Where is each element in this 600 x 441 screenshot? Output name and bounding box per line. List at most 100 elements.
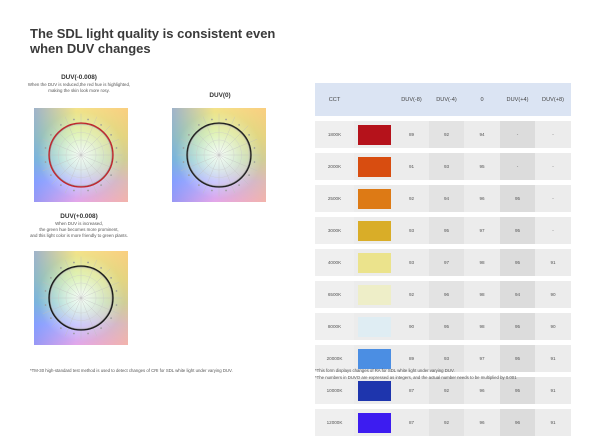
reference-circle <box>65 282 97 314</box>
ra-table: CCT DUV(-8) DUV(-4) 0 DUV(+4) DUV(+8) 18… <box>315 83 571 441</box>
reference-circle <box>50 267 112 329</box>
hue-bin-marker <box>188 134 190 136</box>
ra-value-cell: 93 <box>429 153 464 180</box>
ra-value-cell: 96 <box>464 185 500 212</box>
hue-spoke <box>180 154 220 171</box>
hue-bin-marker <box>248 174 250 176</box>
swatch-cell <box>354 121 394 148</box>
hue-spoke <box>80 139 120 156</box>
reference-circle <box>188 124 250 186</box>
table-row: 8000K 90 95 98 95 90 <box>315 313 571 340</box>
footnote-right-1: *This form displays changes of RA for SD… <box>315 368 455 373</box>
hue-bin-marker <box>44 161 47 163</box>
color-vector-chart-duv-neg <box>34 108 128 202</box>
ra-value-cell: 87 <box>394 409 429 436</box>
caption-line: When the DUV is reduced,the red hue is h… <box>27 82 131 87</box>
reference-circle <box>196 132 242 178</box>
cct-cell: 1800K <box>315 121 354 148</box>
swatch-cell <box>354 217 394 244</box>
hue-spoke <box>80 297 120 314</box>
hue-bin-marker <box>100 327 102 329</box>
color-swatch <box>357 412 391 433</box>
hue-bin-marker <box>211 189 213 192</box>
ra-value-cell: 98 <box>464 281 500 308</box>
ra-value-cell: 91 <box>535 249 571 276</box>
hue-bin-marker <box>248 134 250 136</box>
ra-value-cell: 96 <box>464 377 500 404</box>
hue-spoke <box>51 268 82 299</box>
header-duv-minus4: DUV(-4) <box>429 83 464 116</box>
hue-bin-marker <box>50 317 52 319</box>
header-duv-plus4: DUV(+4) <box>500 83 535 116</box>
hue-bin-marker <box>60 327 62 329</box>
color-swatch <box>357 252 391 273</box>
hue-bin-marker <box>188 174 190 176</box>
hue-bin-marker <box>211 118 213 121</box>
ra-value-cell: 92 <box>394 281 429 308</box>
hue-bin-marker <box>225 189 227 192</box>
hue-bin-marker <box>73 332 75 335</box>
cct-cell: 6500K <box>315 281 354 308</box>
ra-value-cell: - <box>500 153 535 180</box>
hue-bin-marker <box>44 147 47 149</box>
ra-data-table: CCT DUV(-8) DUV(-4) 0 DUV(+4) DUV(+8) 18… <box>315 78 571 441</box>
ra-value-cell: 95 <box>500 249 535 276</box>
hue-bin-marker <box>87 118 89 121</box>
ra-value-cell: 90 <box>535 281 571 308</box>
ra-value-cell: 91 <box>535 377 571 404</box>
hue-bin-marker <box>110 134 112 136</box>
hue-spoke <box>218 154 235 194</box>
color-vector-graphic <box>177 113 261 197</box>
ra-value-cell: 96 <box>500 409 535 436</box>
color-swatch <box>357 348 391 369</box>
hue-spoke <box>189 154 220 185</box>
hue-bin-marker <box>238 184 240 186</box>
swatch-cell <box>354 377 394 404</box>
hue-bin-marker <box>100 124 102 126</box>
hue-bin-marker <box>50 134 52 136</box>
ra-value-cell: 92 <box>429 121 464 148</box>
color-swatch <box>357 220 391 241</box>
hue-bin-marker <box>44 304 47 306</box>
hue-spoke <box>65 154 82 194</box>
hue-bin-marker <box>253 161 256 163</box>
table-row: 3000K 93 95 97 95- <box>315 217 571 244</box>
hue-bin-marker <box>73 189 75 192</box>
ra-value-cell: 87 <box>394 377 429 404</box>
caption-duv-neg: DUV(-0.008) When the DUV is reduced,the … <box>22 74 136 94</box>
color-swatch <box>357 380 391 401</box>
ra-value-cell: 95 <box>500 345 535 372</box>
hue-spoke <box>189 125 220 156</box>
ra-value-cell: 94 <box>464 121 500 148</box>
color-vector-graphic <box>39 256 123 340</box>
header-duv-minus8: DUV(-8) <box>394 83 429 116</box>
ra-value-cell: 96 <box>464 409 500 436</box>
hue-spoke <box>80 154 111 185</box>
ra-value-cell: 92 <box>394 185 429 212</box>
ra-value-cell: 95 <box>500 185 535 212</box>
hue-spoke <box>65 297 82 337</box>
color-swatch <box>357 124 391 145</box>
hue-bin-marker <box>73 261 75 264</box>
hue-spoke <box>218 125 249 156</box>
test-source-ring <box>48 265 114 331</box>
hue-bin-marker <box>182 147 185 149</box>
ra-value-cell: 93 <box>429 345 464 372</box>
hue-bin-marker <box>115 304 118 306</box>
hue-spoke <box>42 282 82 299</box>
hue-bin-marker <box>110 317 112 319</box>
ra-value-cell: 89 <box>394 345 429 372</box>
ra-value-cell: 93 <box>394 249 429 276</box>
hue-bin-marker <box>110 174 112 176</box>
hue-spoke <box>203 154 220 194</box>
ra-value-cell: 91 <box>394 153 429 180</box>
color-swatch <box>357 156 391 177</box>
ra-value-cell: 93 <box>394 217 429 244</box>
ra-value-cell: 95 <box>500 377 535 404</box>
footnote-right-2: *The numbers in DUVO are expressed as in… <box>315 375 517 380</box>
hue-bin-marker <box>60 184 62 186</box>
hue-spoke <box>80 116 97 156</box>
table-row: 12000K 87 92 96 96 91 <box>315 409 571 436</box>
ra-value-cell: 98 <box>464 313 500 340</box>
table-row: 2500K 92 94 96 95- <box>315 185 571 212</box>
